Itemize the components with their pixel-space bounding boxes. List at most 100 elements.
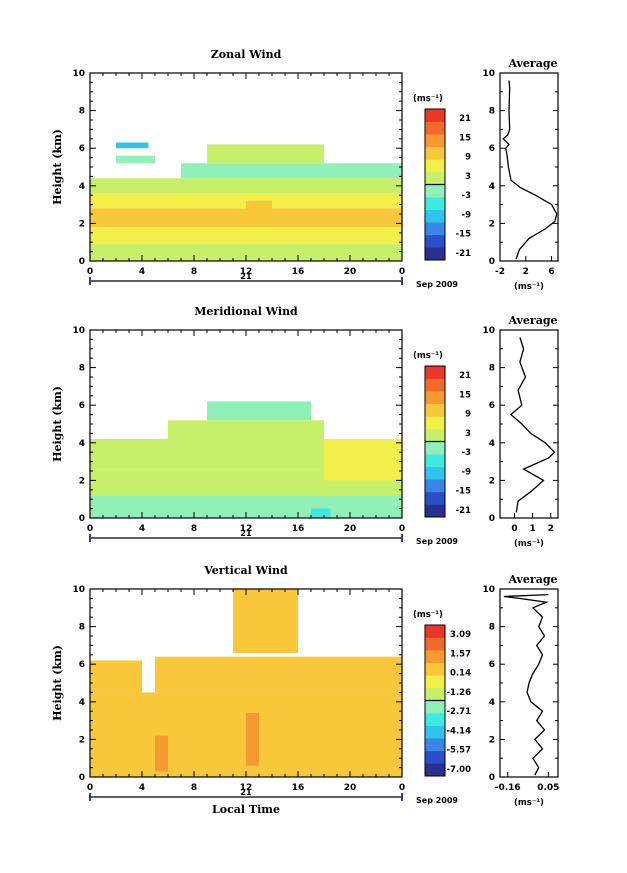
x-tick-label: 20 — [344, 524, 357, 534]
profile-line — [509, 337, 556, 513]
x-tick-label: 0 — [87, 524, 93, 534]
heatmap-cell — [90, 660, 142, 693]
heatmap-cell — [90, 244, 402, 261]
x-tick-label: 8 — [191, 524, 197, 534]
colorbar-swatch — [425, 637, 445, 651]
colorbar-swatch — [425, 675, 445, 689]
profile-x-label: (ms⁻¹) — [514, 539, 544, 549]
profile-x-tick-label: 0.05 — [537, 783, 559, 793]
y-tick-label: 2 — [79, 219, 85, 229]
colorbar-swatch — [425, 466, 445, 480]
colorbar-swatch — [425, 650, 445, 664]
profile-y-tick-label: 8 — [489, 107, 495, 117]
y-tick-label: 4 — [79, 698, 85, 708]
profile-y-tick-label: 6 — [489, 660, 495, 670]
colorbar-label: -9 — [462, 467, 472, 477]
profile-x-tick-label: 1 — [529, 524, 535, 534]
profile-x-label: (ms⁻¹) — [514, 282, 544, 292]
colorbar-label: -7.00 — [447, 765, 472, 775]
x-tick-label: 4 — [139, 524, 145, 534]
heatmap-cell — [155, 656, 402, 693]
heatmap-cell — [168, 420, 324, 440]
x-tick-label: 20 — [344, 783, 357, 793]
colorbar-swatch — [425, 725, 445, 739]
date-label: Sep 2009 — [416, 796, 458, 805]
colorbar-swatch — [425, 109, 445, 122]
colorbar-swatch — [425, 184, 445, 198]
colorbar-label: -9 — [462, 210, 472, 220]
colorbar-swatch — [425, 479, 445, 493]
colorbar-unit: (ms⁻¹) — [413, 610, 443, 620]
colorbar-label: 21 — [459, 114, 471, 124]
date-label: Sep 2009 — [416, 537, 458, 546]
colorbar-swatch — [425, 209, 445, 223]
colorbar-swatch — [425, 662, 445, 676]
heatmap-cells — [90, 589, 402, 777]
colorbar-label: -2.71 — [447, 707, 472, 717]
x-tick-label: 8 — [191, 783, 197, 793]
colorbar-unit: (ms⁻¹) — [413, 351, 443, 361]
x-tick-label: 12 — [240, 524, 253, 534]
profile-y-tick-label: 10 — [482, 69, 495, 79]
y-tick-label: 2 — [79, 735, 85, 745]
y-tick-label: 6 — [79, 144, 85, 154]
colorbar-label: -3 — [462, 448, 472, 458]
colorbar-swatch — [425, 222, 445, 236]
colorbar-label: -15 — [456, 230, 471, 240]
colorbar-label: 9 — [465, 153, 471, 163]
colorbar-label: -1.26 — [447, 688, 472, 698]
profile-y-tick-label: 8 — [489, 623, 495, 633]
colorbar-swatch — [425, 454, 445, 467]
colorbar-swatch — [425, 763, 445, 777]
colorbar-swatch — [425, 121, 445, 135]
colorbar-label: -21 — [456, 506, 471, 516]
colorbar-swatch — [425, 378, 445, 392]
colorbar-label: 3.09 — [450, 630, 471, 640]
profile-x-tick-label: 6 — [548, 267, 554, 277]
profile-y-tick-label: 0 — [489, 514, 495, 524]
heatmap-cell — [116, 142, 149, 149]
date-bar-ends — [89, 793, 403, 801]
profile-y-tick-label: 10 — [482, 585, 495, 595]
profile-title: Average — [507, 57, 557, 70]
profile-x-label: (ms⁻¹) — [514, 798, 544, 808]
y-tick-label: 6 — [79, 660, 85, 670]
heatmap-cells — [90, 142, 402, 261]
colorbar-label: 15 — [459, 390, 471, 400]
profile-y-tick-label: 2 — [489, 735, 495, 745]
colorbar-swatch — [425, 403, 445, 417]
day-label: 21 — [240, 272, 252, 281]
profile-x-tick-label: 2 — [548, 524, 554, 534]
heatmap-cell — [90, 227, 402, 245]
profile-y-tick-label: 2 — [489, 476, 495, 486]
heatmap-cell — [207, 401, 311, 421]
colorbar-swatch — [425, 159, 445, 173]
x-tick-label: 0 — [399, 267, 405, 277]
x-tick-label: 20 — [344, 267, 357, 277]
x-tick-label: 16 — [292, 783, 305, 793]
x-tick-label: 16 — [292, 524, 305, 534]
profile-x-tick-label: 0 — [511, 524, 517, 534]
profile-y-tick-label: 4 — [489, 439, 495, 449]
profile-y-tick-label: 0 — [489, 257, 495, 267]
colorbar-swatch — [425, 197, 445, 210]
colorbar-swatch — [425, 247, 445, 261]
y-tick-label: 2 — [79, 476, 85, 486]
profile-y-tick-label: 4 — [489, 698, 495, 708]
y-tick-label: 10 — [72, 585, 85, 595]
colorbar-swatch — [425, 134, 445, 148]
y-tick-label: 4 — [79, 439, 85, 449]
date-bar-ends — [89, 277, 403, 285]
colorbar-swatch — [425, 713, 445, 726]
profile-y-tick-label: 8 — [489, 364, 495, 374]
date-bar-ends — [89, 534, 403, 542]
colorbar-swatch — [425, 700, 445, 714]
y-tick-label: 6 — [79, 401, 85, 411]
x-tick-label: 0 — [399, 524, 405, 534]
profile-x-tick-label: -0.16 — [495, 783, 521, 793]
panel-title: Meridional Wind — [194, 305, 298, 318]
day-label: 21 — [240, 788, 252, 797]
